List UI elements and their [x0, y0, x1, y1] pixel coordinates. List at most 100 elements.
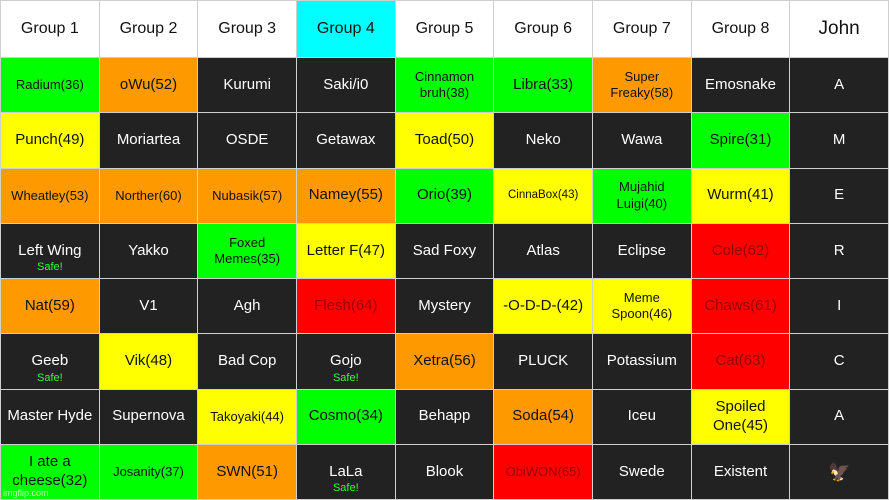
cell-label: oWu(52): [119, 75, 178, 93]
cell-label: Master Hyde: [7, 407, 93, 425]
tier-cell: Radium(36): [1, 58, 99, 113]
tier-cell: Super Freaky(58): [592, 58, 691, 113]
cell-label: Nubasik(57): [212, 187, 283, 203]
cell-label: Chaws(61): [704, 296, 777, 314]
tier-cell: LaLa Safe!: [296, 444, 395, 499]
tier-cell: Mujahid Luigi(40): [592, 168, 691, 223]
cell-label: Cole(62): [711, 241, 770, 259]
cell-label: Bad Cop: [217, 352, 277, 369]
tier-cell: Meme Spoon(46): [592, 279, 691, 334]
cell-label: Left Wing: [18, 241, 82, 259]
tier-cell: Geeb Safe!: [1, 334, 99, 389]
safe-note: Safe!: [36, 261, 63, 274]
tier-cell: Norther(60): [99, 168, 198, 223]
tier-cell: Master Hyde: [1, 389, 99, 444]
tier-cell: Blook: [395, 444, 494, 499]
tier-cell: Cosmo(34): [296, 389, 395, 444]
cell-label: E: [834, 186, 845, 204]
tier-cell: Xetra(56): [395, 334, 494, 389]
tier-cell: Punch(49): [1, 113, 99, 168]
cell-label: Mystery: [418, 296, 471, 314]
tier-cell: Neko: [494, 113, 592, 168]
tier-cell: M: [790, 113, 888, 168]
tier-cell: Letter F(47): [296, 223, 395, 278]
tier-cell: Sad Foxy: [395, 223, 494, 278]
header-1: Group 1: [1, 1, 99, 57]
cell-label: OSDE: [225, 131, 269, 148]
tier-cell: Atlas: [494, 223, 592, 278]
cell-label: Atlas: [526, 241, 560, 259]
tier-cell: Cole(62): [691, 223, 790, 278]
cell-label: Wawa: [621, 131, 663, 148]
tier-cell: Nat(59): [1, 279, 99, 334]
cell-label: Geeb: [31, 352, 69, 369]
tier-cell: Spire(31): [691, 113, 790, 168]
safe-note: Safe!: [36, 371, 63, 384]
cell-label: Agh: [233, 296, 261, 314]
tier-cell: A: [790, 58, 888, 113]
tier-cell: oWu(52): [99, 58, 198, 113]
tier-cell: R: [790, 223, 888, 278]
cell-label: Xetra(56): [413, 352, 476, 369]
safe-note: Safe!: [332, 371, 359, 384]
cell-label: Yakko: [128, 241, 169, 259]
cell-label: Wurm(41): [707, 186, 774, 204]
tier-cell: Agh: [198, 279, 296, 334]
cell-label: SWN(51): [216, 462, 278, 480]
header-4: Group 4: [296, 1, 395, 57]
cell-label: I ate a cheese(32): [12, 453, 88, 489]
tier-cell: E: [790, 168, 888, 223]
tier-cell: Libra(33): [494, 58, 592, 113]
tier-cell: Soda(54): [494, 389, 592, 444]
cell-label: Spoiled One(45): [712, 397, 768, 434]
tier-cell: I: [790, 279, 888, 334]
cell-label: Soda(54): [512, 407, 575, 425]
tier-cell: Left Wing Safe!: [1, 223, 99, 278]
tier-cell: Wurm(41): [691, 168, 790, 223]
cell-label: Super Freaky(58): [610, 68, 674, 101]
tier-cell: A: [790, 389, 888, 444]
cell-label: Supernova: [112, 407, 185, 425]
tier-cell: Iceu: [592, 389, 691, 444]
cell-label: Orio(39): [416, 186, 472, 204]
tier-cell: CinnaBox(43): [494, 168, 592, 223]
tier-cell: 🦅: [790, 444, 888, 499]
tier-cell: Bad Cop: [198, 334, 296, 389]
cell-label: Gojo: [329, 352, 362, 369]
cell-label: Cat(63): [715, 352, 766, 369]
tier-cell: Existent: [691, 444, 790, 499]
cell-label: Blook: [425, 462, 464, 480]
tier-cell: -O-D-D-(42): [494, 279, 592, 334]
cell-label: Potassium: [606, 352, 677, 369]
cell-label: Existent: [713, 462, 768, 480]
cell-label: LaLa: [329, 462, 363, 480]
header-8: Group 8: [691, 1, 790, 57]
cell-label: Radium(36): [15, 77, 84, 92]
cell-label: Spire(31): [709, 131, 772, 148]
tier-cell: Swede: [592, 444, 691, 499]
tier-cell: SWN(51): [198, 444, 296, 499]
cell-label: Wheatley(53): [11, 187, 89, 203]
header-2: Group 2: [99, 1, 198, 57]
header-5: Group 5: [395, 1, 494, 57]
header-7: Group 7: [592, 1, 691, 57]
header-3: Group 3: [198, 1, 296, 57]
tier-cell: I ate a cheese(32): [1, 444, 99, 499]
cell-label: Neko: [525, 131, 561, 148]
tier-cell: Saki/i0: [296, 58, 395, 113]
tier-cell: Gojo Safe!: [296, 334, 395, 389]
cell-label: Mujahid Luigi(40): [616, 179, 668, 211]
tier-cell: Namey(55): [296, 168, 395, 223]
cell-label: Flesh(64): [314, 296, 378, 314]
cell-label: Nat(59): [24, 296, 75, 314]
cell-label: A: [834, 75, 845, 93]
cell-label: A: [834, 407, 845, 425]
tier-cell: Eclipse: [592, 223, 691, 278]
cell-label: PLUCK: [518, 352, 569, 369]
cell-label: I: [837, 296, 842, 314]
cell-label: Swede: [618, 462, 665, 480]
cell-label: Iceu: [627, 407, 656, 425]
tier-cell: Toad(50): [395, 113, 494, 168]
tier-cell: Cinnamon bruh(38): [395, 58, 494, 113]
